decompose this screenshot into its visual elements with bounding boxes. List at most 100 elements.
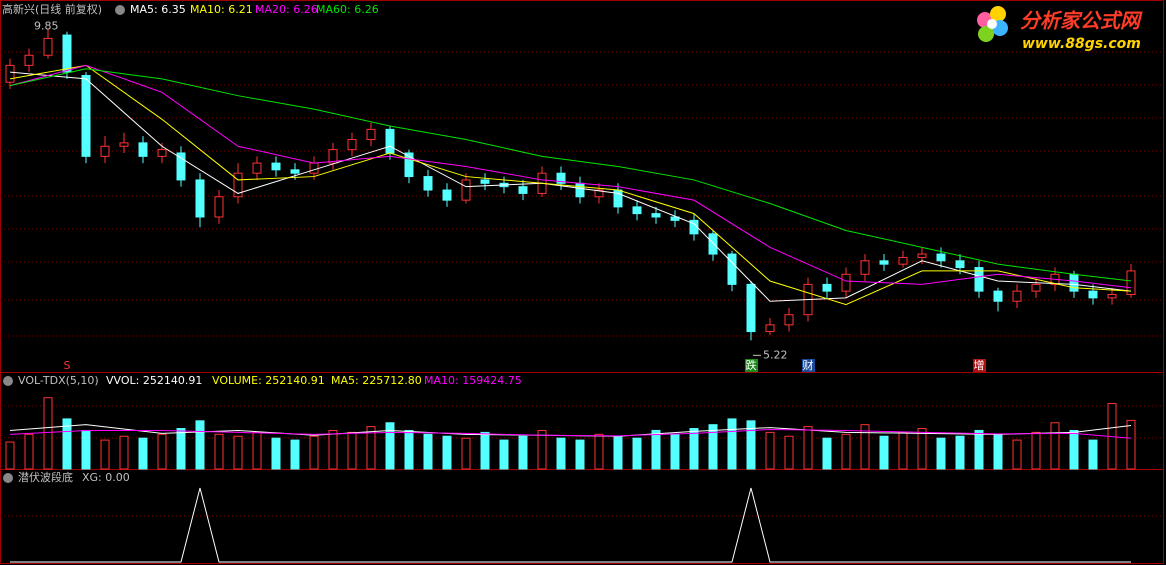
volume-bar (328, 429, 338, 470)
volume-bar (727, 418, 737, 470)
candle-body (442, 189, 452, 201)
candle-body (917, 253, 927, 258)
candle-body (1088, 290, 1098, 299)
volume-bar (119, 435, 129, 470)
volume-bar (765, 431, 775, 470)
candle-body (119, 142, 129, 147)
ma10-label: MA10: 6.21 (190, 3, 253, 16)
volume-bar (955, 435, 965, 470)
candle-body (955, 260, 965, 269)
candle-body (423, 176, 433, 191)
candle-body (347, 139, 357, 151)
vol-ma5-label: MA5: 225712.80 (331, 374, 422, 387)
volume-bar (176, 428, 186, 470)
candle-body (1069, 273, 1079, 292)
vol-name: VOL-TDX(5,10) (18, 374, 99, 387)
volume-bar (309, 435, 319, 470)
volume-bar (670, 433, 680, 470)
candle-body (62, 34, 72, 73)
toggle-icon[interactable] (115, 5, 125, 15)
volume-bar (347, 431, 357, 470)
legend-bar: 高新兴(日线 前复权) MA5: 6.35 MA10: 6.21 MA20: 6… (2, 2, 522, 484)
volume-bar (1012, 439, 1022, 470)
volume-bar (385, 422, 395, 470)
volume-bar (708, 424, 718, 470)
vvol-label: VVOL: 252140.91 (106, 374, 202, 387)
line-ma10 (9, 428, 1132, 439)
candle-body (746, 283, 756, 333)
volume-bar (841, 433, 851, 470)
candle-body (974, 267, 984, 292)
candle-body (24, 54, 34, 66)
toggle-icon[interactable] (3, 473, 13, 483)
candle-body (176, 152, 186, 181)
candle-body (936, 253, 946, 262)
volume-bar (290, 439, 300, 470)
logo-name: 分析家公式网 (1020, 9, 1143, 33)
volume-bar (366, 426, 376, 470)
candle-body (271, 162, 281, 171)
candle-body (765, 324, 775, 333)
line-ma60 (9, 68, 1132, 282)
volume-bar (993, 433, 1003, 470)
candle-body (1031, 283, 1041, 292)
volume-bar (404, 429, 414, 470)
candle-body (138, 142, 148, 157)
line-xg (10, 487, 1131, 563)
line-ma20 (9, 64, 1132, 289)
candle-body (43, 37, 53, 56)
volume-bar (252, 431, 262, 470)
vol-ma10-label: MA10: 159424.75 (424, 374, 522, 387)
volume-bar (689, 428, 699, 470)
candle-body (727, 253, 737, 285)
marker-box (745, 359, 758, 372)
volume-bar (480, 431, 490, 470)
candle-body (81, 74, 91, 157)
volume-bar (974, 429, 984, 470)
volume-bar (746, 420, 756, 470)
candle-body (461, 179, 471, 201)
volume-bar (1088, 439, 1098, 470)
volume-bar (879, 435, 889, 470)
toggle-icon[interactable] (3, 376, 13, 386)
candle-body (632, 206, 642, 215)
volume-bar (575, 439, 585, 470)
volume-bar (1069, 429, 1079, 470)
volume-bar (784, 435, 794, 470)
volume-bar (233, 435, 243, 470)
volume-bar (594, 433, 604, 470)
logo: 分析家公式网 www.88gs.com (977, 6, 1143, 52)
volume-bar (461, 437, 471, 470)
ma60-label: MA60: 6.26 (316, 3, 379, 16)
marker: S (64, 359, 71, 372)
candle-body (1012, 290, 1022, 302)
candle-body (860, 260, 870, 275)
candle-body (309, 162, 319, 174)
volume-bar (271, 437, 281, 470)
candle-body (480, 179, 490, 184)
candle-body (651, 213, 661, 218)
volume-bar (100, 439, 110, 470)
candle-body (233, 172, 243, 198)
candle-body (822, 283, 832, 292)
volume-bar (62, 418, 72, 470)
volume-bar (81, 429, 91, 470)
candle-body (784, 314, 794, 326)
candle-body (518, 186, 528, 194)
volume-bar (860, 424, 870, 470)
candle-body (1107, 294, 1117, 299)
candle-body (290, 169, 300, 174)
volume-bar (917, 428, 927, 470)
volume-bar (537, 429, 547, 470)
volume-bar (214, 433, 224, 470)
volume-bar (803, 426, 813, 470)
candle-body (841, 273, 851, 292)
volume-bar (499, 439, 509, 470)
candle-body (252, 162, 262, 174)
candle-body (575, 182, 585, 198)
volume-bar (24, 433, 34, 470)
volume-bar (936, 437, 946, 470)
volume-bar (651, 429, 661, 470)
